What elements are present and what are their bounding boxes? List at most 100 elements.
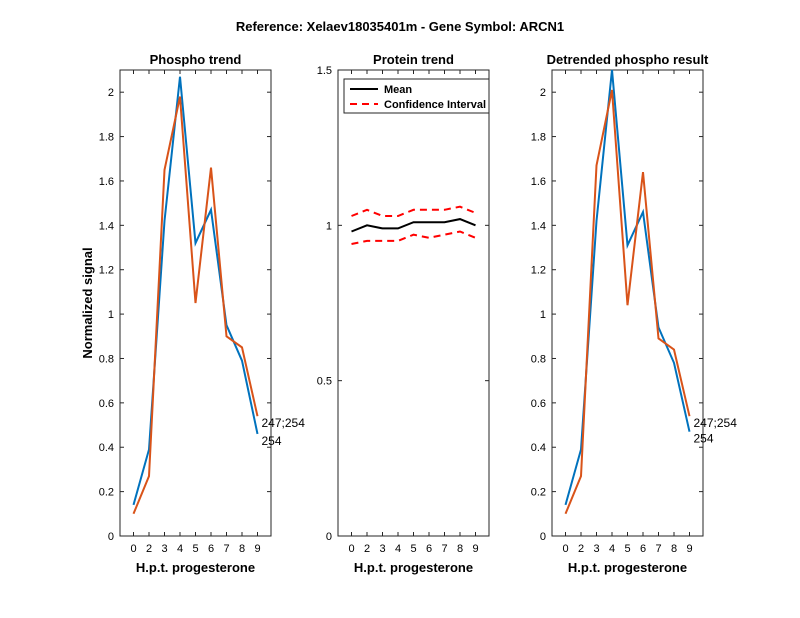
- panel-title: Protein trend: [373, 52, 454, 67]
- x-tick-label: 2: [146, 543, 152, 555]
- x-tick-label: 2: [364, 543, 370, 555]
- x-tick-label: 5: [624, 543, 630, 555]
- x-axis-label: H.p.t. progesterone: [136, 560, 255, 575]
- panel-1: 0 2 3 4 5 6 7 8 900.20.40.60.811.21.41.61.82Phos…: [80, 52, 305, 575]
- data-point: [225, 335, 227, 337]
- x-tick-label: 7: [223, 543, 229, 555]
- data-point: [474, 237, 476, 239]
- y-tick-label: 1: [326, 220, 332, 232]
- data-point: [397, 240, 399, 242]
- y-tick-label: 1.8: [99, 132, 114, 144]
- y-tick-label: 2: [540, 87, 546, 99]
- y-tick-label: 0.2: [531, 487, 546, 499]
- series-line-1: [564, 69, 691, 506]
- x-tick-label: 0: [130, 543, 136, 555]
- data-point: [474, 224, 476, 226]
- data-point: [474, 212, 476, 214]
- x-tick-label: 6: [208, 543, 214, 555]
- data-point: [194, 242, 196, 244]
- axes-frame: [337, 69, 490, 537]
- legend-label: Mean: [384, 84, 412, 96]
- y-tick-label: 0.2: [99, 487, 114, 499]
- data-point: [459, 230, 461, 232]
- data-point: [350, 230, 352, 232]
- x-tick-label: 4: [395, 543, 401, 555]
- x-tick-label: 2: [578, 543, 584, 555]
- y-tick-label: 0: [326, 531, 332, 543]
- y-tick-label: 0.4: [531, 442, 546, 454]
- y-tick-label: 0.8: [531, 353, 546, 365]
- data-point: [673, 348, 675, 350]
- data-point: [148, 475, 150, 477]
- data-point: [459, 218, 461, 220]
- y-tick-label: 1.6: [99, 176, 114, 188]
- data-point: [428, 221, 430, 223]
- y-tick-label: 2: [108, 87, 114, 99]
- data-point: [163, 220, 165, 222]
- series-line-2: [564, 89, 691, 515]
- x-tick-label: 0: [562, 543, 568, 555]
- y-tick-label: 1: [540, 309, 546, 321]
- y-tick-label: 0.6: [99, 398, 114, 410]
- data-point: [397, 227, 399, 229]
- series-line-2: [132, 96, 259, 515]
- data-point: [443, 209, 445, 211]
- data-point: [428, 209, 430, 211]
- data-point: [673, 362, 675, 364]
- y-tick-label: 1.4: [531, 220, 546, 232]
- data-point: [611, 69, 613, 71]
- x-tick-label: 5: [410, 543, 416, 555]
- data-point: [564, 513, 566, 515]
- data-point: [241, 346, 243, 348]
- panel-3: 0 2 3 4 5 6 7 8 900.20.40.60.811.21.41.61.82Detr…: [531, 52, 738, 575]
- data-point: [350, 243, 352, 245]
- data-point: [241, 359, 243, 361]
- data-point: [179, 75, 181, 77]
- series-end-label: 247;254: [262, 416, 306, 430]
- data-point: [595, 220, 597, 222]
- data-point: [210, 166, 212, 168]
- x-tick-label: 4: [609, 543, 615, 555]
- x-axis-label: H.p.t. progesterone: [354, 560, 473, 575]
- x-tick-label: 4: [177, 543, 183, 555]
- data-point: [580, 475, 582, 477]
- x-tick-label: 8: [239, 543, 245, 555]
- data-point: [428, 237, 430, 239]
- data-point: [132, 504, 134, 506]
- y-tick-label: 0: [540, 531, 546, 543]
- data-point: [381, 227, 383, 229]
- x-tick-label: 6: [426, 543, 432, 555]
- y-tick-label: 0.5: [317, 376, 332, 388]
- y-tick-label: 1.5: [317, 65, 332, 77]
- panel-title: Detrended phospho result: [547, 52, 709, 67]
- data-point: [443, 233, 445, 235]
- data-point: [256, 415, 258, 417]
- y-axis-label: Normalized signal: [80, 247, 95, 358]
- series-end-label: 254: [694, 432, 714, 446]
- data-point: [381, 215, 383, 217]
- x-tick-label: 8: [671, 543, 677, 555]
- data-point: [443, 221, 445, 223]
- y-tick-label: 1.2: [531, 265, 546, 277]
- x-tick-label: 0: [348, 543, 354, 555]
- data-point: [642, 211, 644, 213]
- data-point: [611, 89, 613, 91]
- data-point: [412, 221, 414, 223]
- panels: 0 2 3 4 5 6 7 8 900.20.40.60.811.21.41.61.82Phos…: [80, 52, 737, 575]
- data-point: [459, 205, 461, 207]
- x-tick-label: 5: [192, 543, 198, 555]
- data-point: [626, 304, 628, 306]
- data-point: [366, 240, 368, 242]
- data-point: [350, 215, 352, 217]
- x-tick-label: 7: [655, 543, 661, 555]
- panel-title: Phospho trend: [150, 52, 242, 67]
- data-point: [412, 233, 414, 235]
- x-tick-label: 9: [686, 543, 692, 555]
- data-point: [366, 224, 368, 226]
- x-tick-label: 9: [472, 543, 478, 555]
- series-line-2: [351, 205, 476, 217]
- data-point: [626, 244, 628, 246]
- data-point: [210, 209, 212, 211]
